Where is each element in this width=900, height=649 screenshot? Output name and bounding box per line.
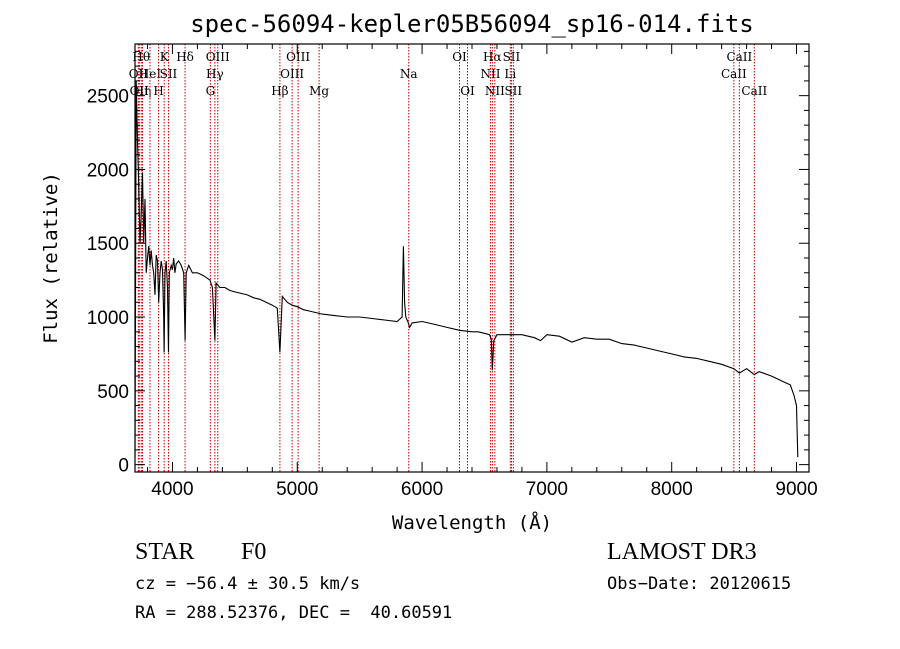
spectral-line-label: CaII [721, 67, 747, 81]
survey-name: LAMOST DR3 [607, 539, 757, 565]
spectral-line-markers: OIIOIIHθHηHeIHKSIIHδGHγOIIIHβOIIIOIIIMgN… [129, 44, 767, 472]
plot-frame [134, 43, 810, 473]
subclass: F0 [241, 539, 267, 565]
spectral-line-label: OII [129, 67, 149, 81]
spectral-line-label: CaII [726, 50, 752, 64]
chart-title: spec-56094-kepler05B56094_sp16-014.fits [190, 10, 754, 38]
x-tick-label: 8000 [651, 479, 693, 500]
y-tick-label: 1500 [87, 234, 129, 255]
spectral-line-label: Na [400, 67, 418, 81]
spectral-line-label: H [153, 84, 163, 98]
y-tick-label: 500 [97, 382, 129, 403]
y-tick-label: 1000 [87, 308, 129, 329]
x-tick-label: 4000 [151, 479, 193, 500]
spectral-line-label: Hδ [176, 50, 194, 64]
y-tick-label: 2000 [87, 160, 129, 181]
spectral-line-label: Hθ [132, 50, 150, 64]
spectral-line-label: SII [503, 50, 521, 64]
spectral-line-label: G [206, 84, 216, 98]
object-class: STAR [135, 539, 195, 565]
coordinates: RA = 288.52376, DEC = 40.60591 [135, 603, 453, 623]
spectral-line-label: NII [485, 84, 505, 98]
spectral-line-label: HeI [139, 67, 162, 81]
spectral-line-label: OI [460, 84, 475, 98]
spectral-line-label: SII [504, 84, 522, 98]
spectrum-series-line [134, 80, 799, 458]
x-axis-label: Wavelength (Å) [392, 511, 552, 534]
y-axis-label: Flux (relative) [40, 172, 62, 344]
spectral-line-label: Hα [483, 50, 502, 64]
spectral-line-label: OIII [280, 67, 304, 81]
spectral-line-label: Li [504, 67, 516, 81]
observation-date: Obs−Date: 20120615 [607, 574, 792, 594]
spectral-line-label: OIII [206, 50, 230, 64]
spectral-line-label: NII [480, 67, 500, 81]
spectral-line-label: CaII [741, 84, 767, 98]
spectral-line-label: OIII [286, 50, 310, 64]
x-tick-label: 7000 [526, 479, 568, 500]
spectral-line-label: Mg [309, 84, 329, 98]
spectral-line-label: Hγ [206, 67, 224, 81]
y-tick-label: 2500 [87, 87, 129, 108]
y-tick-label: 0 [118, 456, 129, 477]
spectral-line-label: Hη [134, 84, 152, 98]
spectral-line-label: Hβ [271, 84, 288, 98]
redshift-velocity: cz = −56.4 ± 30.5 km/s [135, 574, 361, 594]
spectral-line-label: OI [452, 50, 467, 64]
x-tick-label: 6000 [401, 479, 443, 500]
x-tick-label: 9000 [775, 479, 817, 500]
spectral-line-label: K [160, 50, 170, 64]
x-tick-label: 5000 [276, 479, 318, 500]
axis-ticks: 4000 5000 6000 7000 8000 9000 0 500 1000 1500 2000… [87, 44, 818, 500]
spectral-line-label: SII [160, 67, 178, 81]
